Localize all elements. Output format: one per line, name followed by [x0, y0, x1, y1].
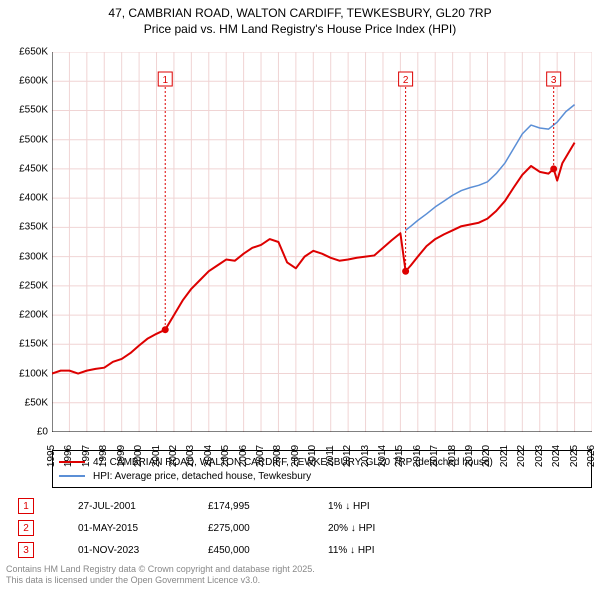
- marker-date-2: 01-MAY-2015: [78, 523, 208, 534]
- title-area: 47, CAMBRIAN ROAD, WALTON CARDIFF, TEWKE…: [0, 0, 600, 37]
- marker-box-3: 3: [18, 542, 34, 558]
- y-tick-label: £450K: [19, 163, 48, 174]
- legend-label-0: 47, CAMBRIAN ROAD, WALTON CARDIFF, TEWKE…: [93, 457, 493, 468]
- marker-date-3: 01-NOV-2023: [78, 545, 208, 556]
- footer-line-1: Contains HM Land Registry data © Crown c…: [6, 564, 315, 575]
- table-row: 1 27-JUL-2001 £174,995 1% ↓ HPI: [18, 495, 428, 517]
- marker-pct-3: 11% ↓ HPI: [328, 545, 428, 556]
- chart-area: 123 £0£50K£100K£150K£200K£250K£300K£350K…: [52, 52, 592, 432]
- y-tick-label: £600K: [19, 76, 48, 87]
- y-tick-label: £500K: [19, 134, 48, 145]
- marker-pct-1: 1% ↓ HPI: [328, 501, 428, 512]
- y-tick-label: £550K: [19, 105, 48, 116]
- chart-svg: 1 2 3: [52, 52, 592, 432]
- y-tick-label: £100K: [19, 368, 48, 379]
- table-row: 2 01-MAY-2015 £275,000 20% ↓ HPI: [18, 517, 428, 539]
- marker-price-2: £275,000: [208, 523, 328, 534]
- table-row: 3 01-NOV-2023 £450,000 11% ↓ HPI: [18, 539, 428, 561]
- title-line-2: Price paid vs. HM Land Registry's House …: [0, 22, 600, 38]
- title-line-1: 47, CAMBRIAN ROAD, WALTON CARDIFF, TEWKE…: [0, 6, 600, 22]
- y-tick-label: £250K: [19, 280, 48, 291]
- legend-swatch-1: [59, 475, 85, 477]
- plot-background: 1 2 3: [52, 52, 592, 432]
- y-tick-label: £650K: [19, 47, 48, 58]
- legend-row-1: HPI: Average price, detached house, Tewk…: [59, 469, 585, 483]
- legend-row-0: 47, CAMBRIAN ROAD, WALTON CARDIFF, TEWKE…: [59, 455, 585, 469]
- y-tick-label: £50K: [25, 397, 48, 408]
- marker-price-3: £450,000: [208, 545, 328, 556]
- legend-swatch-0: [59, 461, 85, 463]
- y-tick-label: £0: [37, 427, 48, 438]
- y-tick-label: £150K: [19, 339, 48, 350]
- legend-box: 47, CAMBRIAN ROAD, WALTON CARDIFF, TEWKE…: [52, 450, 592, 488]
- transactions-table: 1 27-JUL-2001 £174,995 1% ↓ HPI 2 01-MAY…: [18, 495, 428, 561]
- legend-label-1: HPI: Average price, detached house, Tewk…: [93, 471, 311, 482]
- marker-pct-2: 20% ↓ HPI: [328, 523, 428, 534]
- marker-date-1: 27-JUL-2001: [78, 501, 208, 512]
- svg-text:1: 1: [162, 75, 168, 86]
- y-tick-label: £350K: [19, 222, 48, 233]
- marker-box-2: 2: [18, 520, 34, 536]
- marker-price-1: £174,995: [208, 501, 328, 512]
- y-tick-label: £400K: [19, 193, 48, 204]
- footer-line-2: This data is licensed under the Open Gov…: [6, 575, 315, 586]
- y-tick-label: £300K: [19, 251, 48, 262]
- svg-text:3: 3: [551, 75, 557, 86]
- svg-text:2: 2: [403, 75, 409, 86]
- marker-box-1: 1: [18, 498, 34, 514]
- chart-container: 47, CAMBRIAN ROAD, WALTON CARDIFF, TEWKE…: [0, 0, 600, 590]
- footer: Contains HM Land Registry data © Crown c…: [6, 564, 315, 586]
- y-tick-label: £200K: [19, 310, 48, 321]
